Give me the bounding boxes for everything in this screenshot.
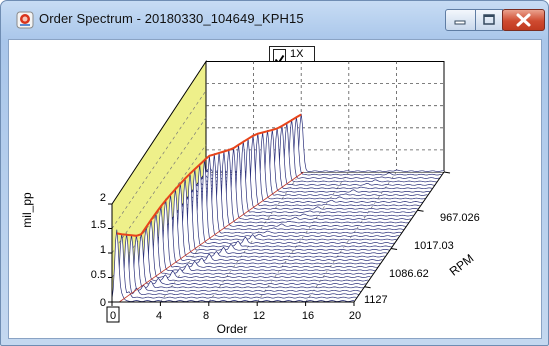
z-axis-line <box>353 171 445 303</box>
y-axis-labels: 0 0.5 1 1.5 2 <box>91 192 106 309</box>
maximize-icon <box>483 14 495 25</box>
spectrum-slice <box>139 194 381 265</box>
z-tick-mark <box>443 171 451 174</box>
spectrum-slice <box>144 182 385 258</box>
x-tick-label: 12 <box>253 310 265 322</box>
plot-axes <box>108 171 451 306</box>
spectrum-slice-fill <box>166 151 407 227</box>
z-tick-label: 967.026 <box>440 212 480 224</box>
maximize-button[interactable] <box>475 9 503 31</box>
spectrum-slice <box>146 178 388 254</box>
chart-app-icon <box>16 11 34 29</box>
order-1x-floor-line <box>119 171 304 303</box>
highlight-traces <box>116 113 304 303</box>
x-tick-label: 4 <box>156 310 162 322</box>
z-tick-mark <box>390 247 398 250</box>
spectrum-slice <box>116 233 359 296</box>
spectrum-slice <box>119 234 362 292</box>
z-tick-mark <box>417 209 424 212</box>
spectrum-slice <box>114 233 357 299</box>
window-title: Order Spectrum - 20180330_104649_KPH15 <box>39 11 304 26</box>
spectrum-slice <box>149 172 390 251</box>
waterfall-plot: 0 0.5 1 1.5 2 mil_pp 0 4 8 12 16 20 Orde… <box>20 59 480 336</box>
spectrum-slice-fill <box>156 158 397 241</box>
z-tick-label: 1086.62 <box>389 268 429 280</box>
spectrum-slice-fill <box>129 218 371 279</box>
y-tick-label: 1.5 <box>91 219 106 231</box>
z-axis-labels: 967.026 1017.03 1086.62 1127 <box>364 212 480 306</box>
x-axis-title: Order <box>217 322 248 336</box>
x-tick-label: 8 <box>203 310 209 322</box>
y-axis-title: mil_pp <box>20 192 34 228</box>
x-axis-labels: 0 4 8 12 16 20 <box>106 306 361 323</box>
close-button[interactable] <box>502 9 545 31</box>
spectrum-slice <box>126 226 369 282</box>
minimize-button[interactable] <box>445 9 476 31</box>
y-tick-label: 0.5 <box>91 269 106 281</box>
selected-x-tick-box <box>106 306 120 323</box>
y-tick-label: 2 <box>100 192 106 204</box>
title-bar[interactable]: Order Spectrum - 20180330_104649_KPH15 <box>1 1 548 39</box>
z-tick-mark <box>364 286 371 289</box>
spectrum-slice <box>141 188 383 261</box>
spectrum-slice-fill <box>168 148 409 224</box>
z-axis-title: RPM <box>447 251 477 278</box>
spectrum-slice-fill <box>119 234 362 292</box>
z-tick-label: 1127 <box>364 294 388 306</box>
x-tick-label: 16 <box>302 310 314 322</box>
spectrum-slice-fill <box>131 212 373 275</box>
minimize-icon <box>454 20 466 25</box>
spectrum-traces <box>111 113 444 302</box>
spectrum-slice <box>136 198 378 268</box>
order-1x-ridge-line <box>116 113 302 237</box>
grid-line <box>111 90 207 229</box>
spectrum-slice <box>124 232 366 285</box>
spectrum-slice <box>121 234 364 289</box>
x-tick-label: 0 <box>110 310 116 322</box>
z-tick-label: 1017.03 <box>414 240 454 252</box>
spectrum-slice <box>134 205 376 272</box>
spectrum-slice <box>129 218 371 278</box>
x-tick-label: 20 <box>349 310 361 322</box>
y-tick-label: 1 <box>100 244 106 256</box>
spectrum-slice <box>205 113 444 172</box>
chart-area[interactable]: 1X 0 0.5 1 1.5 2 mil_pp 0 4 8 12 16 <box>8 39 542 339</box>
close-icon <box>516 13 531 27</box>
legend-label: 1X <box>290 48 304 60</box>
y-tick-label: 0 <box>100 297 106 309</box>
